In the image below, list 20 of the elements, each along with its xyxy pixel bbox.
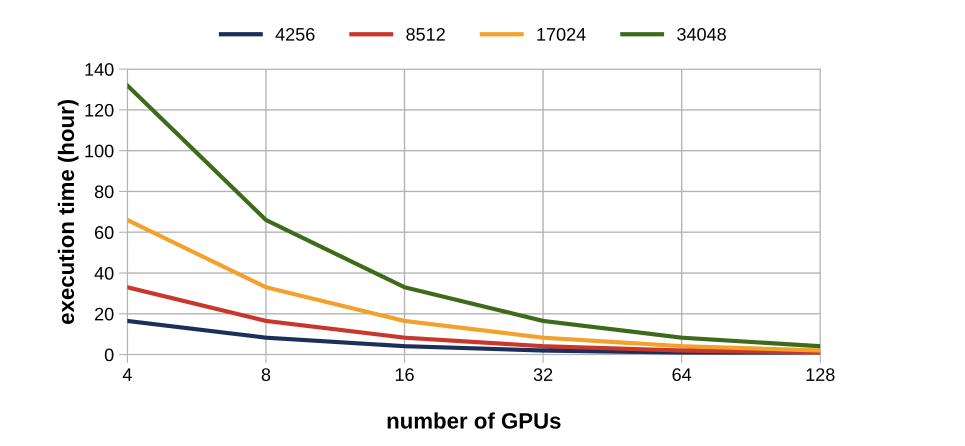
y-tick-label: 60: [95, 226, 114, 239]
legend-label: 17024: [537, 28, 586, 41]
y-tick-label: 140: [85, 63, 114, 76]
legend-label: 8512: [406, 28, 445, 41]
x-tick-label: 32: [534, 368, 552, 382]
x-tick-label: 64: [672, 368, 692, 382]
x-tick-label: 128: [806, 368, 835, 382]
y-tick-label: 40: [94, 266, 114, 280]
y-axis-title: execution time (hour): [58, 100, 79, 324]
legend-label: 34048: [677, 28, 726, 41]
y-tick-label: 20: [95, 308, 114, 321]
y-tick-label: 80: [94, 185, 114, 198]
x-tick-label: 8: [262, 368, 270, 382]
legend-label: 4256: [276, 28, 314, 41]
y-tick-label: 0: [104, 348, 114, 362]
x-tick-label: 16: [396, 368, 414, 382]
y-tick-label: 120: [85, 104, 114, 117]
x-tick-label: 4: [122, 368, 132, 381]
y-tick-label: 100: [85, 144, 114, 158]
x-axis-title: number of GPUs: [388, 412, 561, 429]
